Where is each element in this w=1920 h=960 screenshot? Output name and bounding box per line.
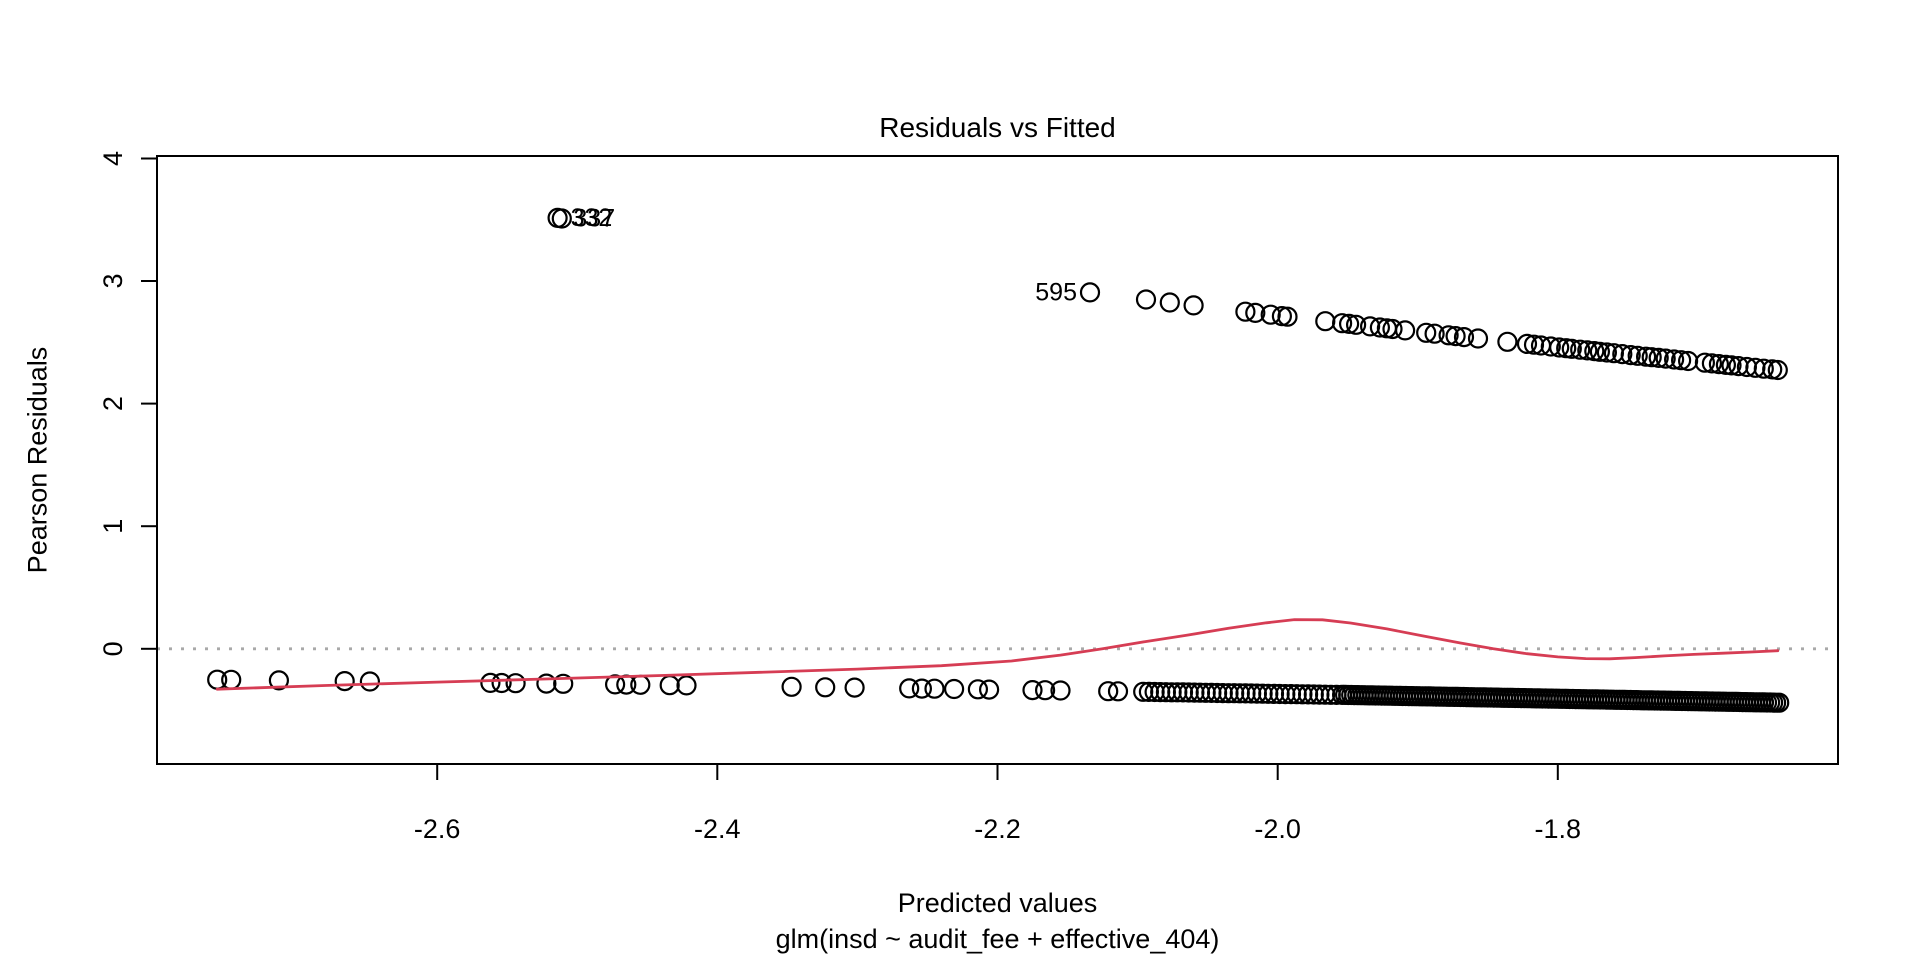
data-point (1235, 301, 1256, 322)
data-point (1369, 317, 1391, 338)
point-label-332: 332 (571, 204, 613, 232)
data-point (1438, 325, 1459, 346)
data-point (1589, 341, 1611, 362)
point-label-337: 337 (573, 205, 615, 233)
data-point (781, 676, 802, 697)
data-point (553, 673, 574, 694)
data-point (1627, 345, 1648, 366)
plot-border (156, 155, 1839, 765)
data-point (268, 670, 289, 691)
data-point (1753, 358, 1774, 379)
x-tick-label: -2.2 (974, 814, 1021, 844)
data-point (359, 671, 380, 692)
data-point (924, 678, 945, 699)
data-point (491, 672, 512, 694)
data-point (630, 674, 651, 695)
data-point (1570, 339, 1591, 360)
x-tick-label: -2.4 (694, 814, 741, 844)
chart-title: Residuals vs Fitted (879, 112, 1116, 143)
data-point (911, 678, 933, 699)
y-tick-label: 1 (98, 519, 128, 534)
y-tick-label: 4 (98, 151, 128, 166)
data-point (1769, 692, 1790, 713)
data-point (1416, 322, 1437, 343)
data-point (480, 672, 501, 694)
data-point (1596, 342, 1618, 363)
data-point (943, 678, 965, 700)
data-point (1715, 354, 1737, 375)
data-point (1382, 318, 1403, 340)
data-point (1315, 311, 1336, 332)
data-point (1701, 353, 1723, 374)
data-point (1183, 295, 1204, 316)
data-point (899, 678, 920, 699)
data-point (1424, 323, 1445, 344)
data-point (1034, 680, 1056, 701)
data-point (604, 674, 626, 695)
data-point (1331, 313, 1353, 334)
data-point (659, 675, 680, 696)
data-point (1135, 289, 1157, 310)
data-point (536, 673, 557, 694)
data-point (1497, 331, 1518, 352)
data-point (1620, 345, 1641, 366)
x-axis-title: Predicted values (897, 888, 1098, 918)
data-point (1694, 352, 1716, 373)
data-point (1655, 348, 1676, 369)
data-point (221, 669, 242, 690)
data-point (1277, 306, 1298, 327)
data-point (1159, 292, 1180, 313)
point-label-595: 595 (1035, 278, 1077, 306)
data-point (1445, 326, 1466, 347)
y-tick-label: 3 (98, 273, 128, 288)
data-point (1612, 344, 1633, 365)
data-point (1641, 347, 1662, 368)
data-point (1453, 327, 1475, 348)
data-point (967, 679, 989, 700)
data-point (844, 677, 865, 698)
data-point (1467, 328, 1489, 349)
data-point (1107, 681, 1129, 702)
data-point (1394, 320, 1416, 341)
x-tick-label: -2.6 (414, 814, 461, 844)
model-formula-subtitle: glm(insd ~ audit_fee + effective_404) (775, 924, 1220, 954)
y-tick-label: 2 (98, 396, 128, 411)
data-point (676, 675, 697, 696)
data-point (1635, 346, 1657, 367)
data-point (1338, 313, 1360, 334)
smooth-line (215, 618, 1780, 691)
data-point (1648, 347, 1669, 368)
data-point (1577, 340, 1598, 361)
data-point (1022, 679, 1043, 701)
data-point (1767, 359, 1788, 381)
data-point (1708, 354, 1730, 375)
data-point (815, 677, 836, 698)
data-point (1663, 349, 1685, 370)
x-tick-label: -2.0 (1254, 814, 1301, 844)
data-point (1245, 302, 1266, 323)
data-point (1549, 337, 1570, 358)
data-point (1098, 681, 1119, 702)
data-point (551, 208, 572, 229)
y-tick-label: 0 (98, 641, 128, 656)
data-point (978, 679, 1000, 700)
data-point (1670, 350, 1692, 371)
data-point (505, 673, 526, 694)
data-point (1516, 333, 1538, 354)
data-point (1561, 338, 1582, 359)
x-tick-label: -1.8 (1535, 814, 1582, 844)
y-axis-title: Pearson Residuals (22, 346, 53, 574)
data-point (1079, 282, 1101, 303)
data-point (1721, 355, 1742, 376)
data-point (1345, 314, 1367, 335)
data-point (1540, 336, 1561, 357)
data-point (334, 670, 355, 692)
data-point (1050, 680, 1071, 701)
